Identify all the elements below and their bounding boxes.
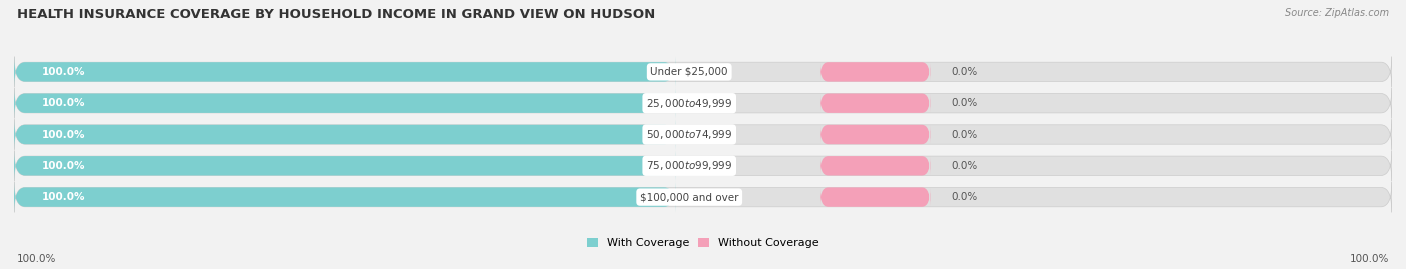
Text: $25,000 to $49,999: $25,000 to $49,999 <box>647 97 733 110</box>
Text: 0.0%: 0.0% <box>950 161 977 171</box>
FancyBboxPatch shape <box>820 187 931 207</box>
Text: $50,000 to $74,999: $50,000 to $74,999 <box>647 128 733 141</box>
FancyBboxPatch shape <box>14 88 1392 119</box>
FancyBboxPatch shape <box>14 56 675 87</box>
Text: 100.0%: 100.0% <box>42 192 86 202</box>
FancyBboxPatch shape <box>820 156 931 175</box>
FancyBboxPatch shape <box>14 150 1392 181</box>
FancyBboxPatch shape <box>820 125 931 144</box>
FancyBboxPatch shape <box>14 150 675 181</box>
Text: $75,000 to $99,999: $75,000 to $99,999 <box>647 159 733 172</box>
Text: 100.0%: 100.0% <box>17 254 56 264</box>
Text: 100.0%: 100.0% <box>42 129 86 140</box>
FancyBboxPatch shape <box>14 182 675 213</box>
FancyBboxPatch shape <box>14 56 1392 87</box>
Text: $100,000 and over: $100,000 and over <box>640 192 738 202</box>
Text: 100.0%: 100.0% <box>42 161 86 171</box>
FancyBboxPatch shape <box>14 119 675 150</box>
Text: Source: ZipAtlas.com: Source: ZipAtlas.com <box>1285 8 1389 18</box>
FancyBboxPatch shape <box>14 119 1392 150</box>
FancyBboxPatch shape <box>820 62 931 82</box>
Text: 0.0%: 0.0% <box>950 129 977 140</box>
Text: 0.0%: 0.0% <box>950 98 977 108</box>
Text: Under $25,000: Under $25,000 <box>651 67 728 77</box>
Legend: With Coverage, Without Coverage: With Coverage, Without Coverage <box>582 234 824 253</box>
Text: 0.0%: 0.0% <box>950 67 977 77</box>
FancyBboxPatch shape <box>14 182 1392 213</box>
Text: 100.0%: 100.0% <box>42 67 86 77</box>
FancyBboxPatch shape <box>820 94 931 113</box>
Text: 0.0%: 0.0% <box>950 192 977 202</box>
Text: 100.0%: 100.0% <box>1350 254 1389 264</box>
Text: HEALTH INSURANCE COVERAGE BY HOUSEHOLD INCOME IN GRAND VIEW ON HUDSON: HEALTH INSURANCE COVERAGE BY HOUSEHOLD I… <box>17 8 655 21</box>
FancyBboxPatch shape <box>14 88 675 119</box>
Text: 100.0%: 100.0% <box>42 98 86 108</box>
